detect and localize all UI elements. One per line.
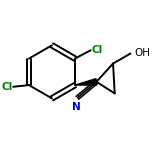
Text: Cl: Cl	[92, 45, 103, 55]
Text: Cl: Cl	[1, 82, 12, 92]
Text: N: N	[72, 102, 81, 112]
Text: OH: OH	[134, 48, 150, 58]
Polygon shape	[75, 79, 97, 85]
